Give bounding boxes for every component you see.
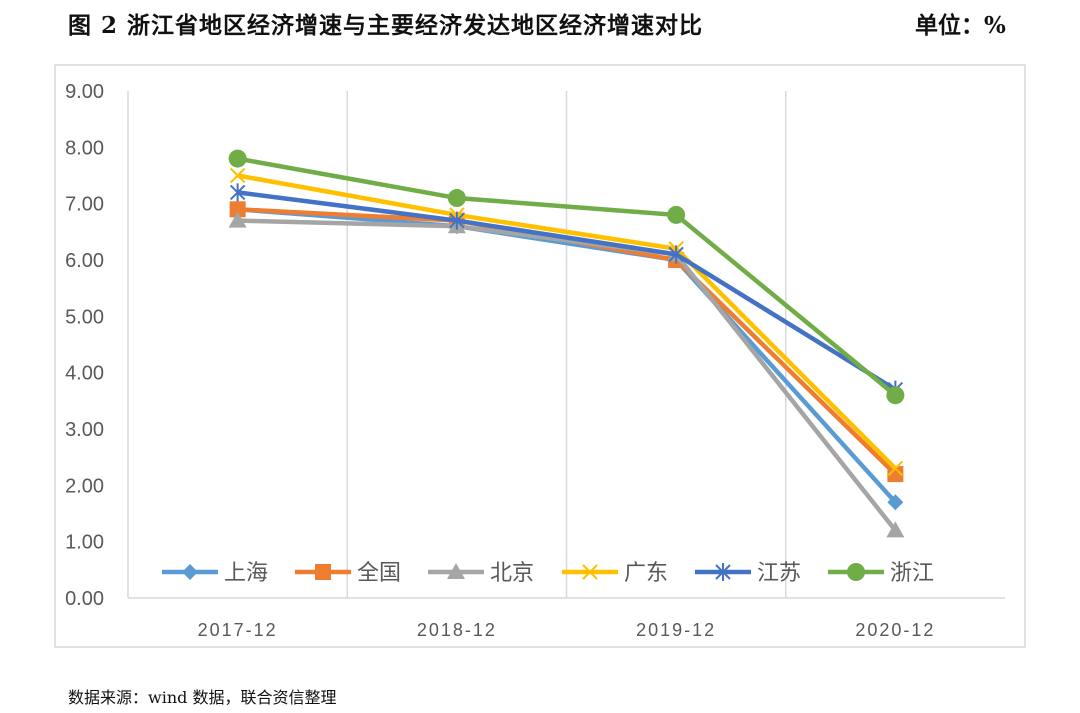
x-tick-label: 2018-12 xyxy=(417,620,497,640)
data-point-全国 xyxy=(887,466,904,483)
legend-marker xyxy=(715,563,731,581)
data-point-上海 xyxy=(887,494,904,511)
series-line-北京 xyxy=(237,218,898,532)
legend-label: 北京 xyxy=(490,561,534,586)
legend-marker xyxy=(847,563,865,581)
data-point-江苏 xyxy=(668,245,684,264)
data-point-全国 xyxy=(229,201,246,218)
series-line-广东 xyxy=(237,173,897,471)
chart-title: 图 2 浙江省地区经济增速与主要经济发达地区经济增速对比 xyxy=(68,12,704,39)
legend-marker xyxy=(315,564,331,580)
source-note: 数据来源：wind 数据，联合资信整理 xyxy=(68,688,337,707)
data-point-浙江 xyxy=(667,205,686,224)
y-tick-label: 5.00 xyxy=(65,306,104,328)
series-line-上海 xyxy=(237,207,898,504)
series-line-浙江 xyxy=(237,156,897,397)
data-point-浙江 xyxy=(886,386,905,405)
data-point-广东 xyxy=(887,460,904,477)
data-point-浙江 xyxy=(447,189,466,208)
legend-marker xyxy=(582,564,598,580)
data-point-北京 xyxy=(228,211,247,228)
legend-label: 广东 xyxy=(624,561,668,586)
y-tick-label: 3.00 xyxy=(65,419,104,441)
x-tick-label: 2017-12 xyxy=(198,620,278,640)
y-tick-label: 0.00 xyxy=(65,588,104,610)
legend-marker xyxy=(182,564,198,580)
y-tick-label: 8.00 xyxy=(65,137,104,159)
chart-frame xyxy=(54,64,1026,648)
y-tick-label: 1.00 xyxy=(65,532,104,554)
y-tick-label: 4.00 xyxy=(65,363,104,385)
legend-label: 江苏 xyxy=(757,561,801,586)
y-tick-label: 7.00 xyxy=(65,194,104,216)
data-point-江苏 xyxy=(229,183,246,202)
series-line-江苏 xyxy=(237,190,897,392)
data-point-浙江 xyxy=(228,149,247,168)
y-tick-label: 9.00 xyxy=(65,81,104,103)
data-point-江苏 xyxy=(449,211,465,230)
x-tick-label: 2019-12 xyxy=(636,620,716,640)
legend-label: 上海 xyxy=(224,561,268,586)
unit-label: 单位：% xyxy=(915,12,1006,39)
legend-marker xyxy=(447,563,465,579)
y-tick-label: 2.00 xyxy=(65,475,104,497)
data-point-北京 xyxy=(886,521,905,538)
x-tick-label: 2020-12 xyxy=(855,620,935,640)
data-point-广东 xyxy=(229,167,246,184)
legend-label: 全国 xyxy=(357,561,401,586)
legend-label: 浙江 xyxy=(890,561,934,586)
y-tick-label: 6.00 xyxy=(65,250,104,272)
